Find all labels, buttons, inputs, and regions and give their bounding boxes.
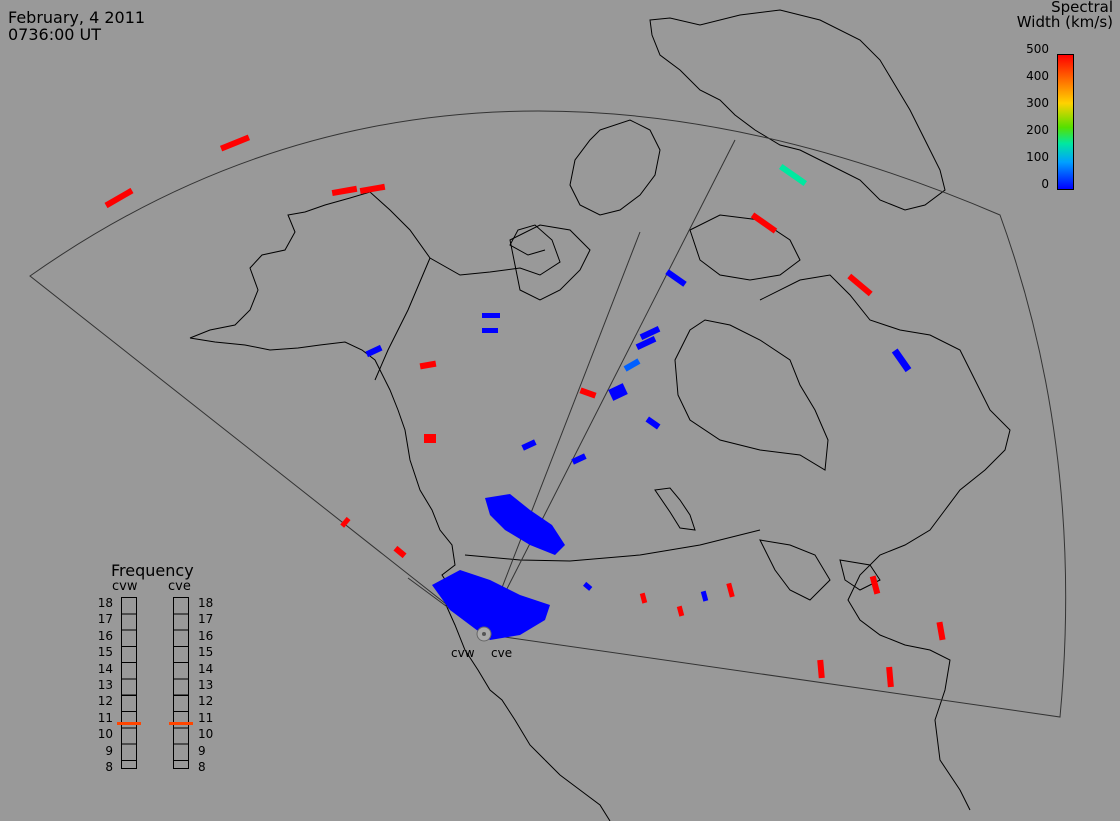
colorbar-title-line1: Spectral <box>1051 0 1113 16</box>
echo-cell <box>419 360 437 370</box>
echo-cell <box>331 185 358 197</box>
echo-cluster-alberta <box>485 494 565 555</box>
echo-cell <box>936 621 946 641</box>
echo-cell <box>219 134 251 152</box>
echo-cell <box>700 590 709 602</box>
frequency-tick: 13 <box>198 678 214 692</box>
frequency-tick: 10 <box>97 727 113 742</box>
echo-cell <box>365 344 383 358</box>
frequency-tick: 12 <box>97 694 113 709</box>
coastline-lake-winnipeg <box>654 487 696 531</box>
echo-cell <box>623 358 641 372</box>
echo-cell <box>104 187 134 209</box>
fov-beam-boundary-2 <box>483 139 736 635</box>
frequency-marker-cvw <box>117 721 141 725</box>
frequency-scale-cve <box>173 597 189 769</box>
frequency-label-cvw: cvw <box>112 579 138 594</box>
frequency-tick: 15 <box>198 645 214 660</box>
echo-cell <box>521 439 537 451</box>
colorbar-tick: 200 <box>1026 123 1049 137</box>
echo-cell <box>608 383 628 401</box>
colorbar-tick: 0 <box>1041 177 1049 191</box>
echo-cell <box>635 336 657 350</box>
time-label: 0736:00 UT <box>8 25 102 44</box>
colorbar-tick: 300 <box>1026 96 1049 110</box>
echo-cell <box>571 453 587 465</box>
echo-cell <box>645 416 661 430</box>
coastline-east-canada <box>759 274 1011 811</box>
frequency-tick: 17 <box>198 612 214 627</box>
frequency-tick: 14 <box>198 661 214 676</box>
colorbar-tick: 400 <box>1026 69 1049 83</box>
colorbar-title: Spectral Width (km/s) <box>1017 0 1113 30</box>
coastline-arctic-islands <box>569 119 661 216</box>
radar-label-cvw: cvw <box>451 646 475 660</box>
frequency-tick: 11 <box>97 710 113 725</box>
border-alaska-canada <box>374 257 431 381</box>
frequency-tick: 11 <box>198 710 214 725</box>
frequency-scale-cvw <box>121 597 137 769</box>
frequency-tick: 14 <box>97 661 113 676</box>
coastline-greenland <box>649 9 946 211</box>
echo-cell <box>817 659 825 679</box>
frequency-tick: 17 <box>97 612 113 627</box>
frequency-tick: 13 <box>97 678 113 692</box>
coastline-alaska <box>189 191 561 339</box>
spectral-width-cells <box>104 134 946 688</box>
coastline-baffin-island <box>689 214 801 281</box>
colorbar-gradient <box>1057 54 1074 190</box>
echo-cell <box>424 434 436 443</box>
fov-beam-boundary-1 <box>483 231 641 635</box>
frequency-tick: 8 <box>198 760 206 774</box>
echo-cell <box>482 328 498 333</box>
echo-cell <box>340 516 351 528</box>
echo-cell <box>665 269 687 287</box>
frequency-tick: 9 <box>105 743 113 758</box>
frequency-tick: 16 <box>97 628 113 643</box>
coastline-alaska-south <box>189 337 546 761</box>
echo-cell <box>639 326 661 340</box>
echo-cell <box>579 387 597 399</box>
echo-cell <box>750 212 778 234</box>
frequency-tick: 16 <box>198 628 214 643</box>
frequency-tick: 18 <box>198 596 214 610</box>
echo-cell <box>393 545 407 559</box>
frequency-tick: 8 <box>105 760 113 774</box>
radar-label-cve: cve <box>491 646 513 660</box>
echo-cell <box>869 575 881 595</box>
frequency-tick: 10 <box>198 727 214 742</box>
frequency-tick: 18 <box>97 596 113 610</box>
echo-cluster-near-radar <box>432 570 550 640</box>
echo-cell <box>847 273 873 297</box>
frequency-tick: 12 <box>198 694 214 709</box>
map-header: February, 4 2011 0736:00 UT <box>8 9 145 43</box>
frequency-tick: 9 <box>198 743 206 758</box>
echo-cell <box>482 313 500 318</box>
echo-cell <box>583 581 593 591</box>
echo-cell <box>891 348 912 373</box>
coastline-arctic-islands-2 <box>509 224 591 301</box>
colorbar-tick: 500 <box>1026 42 1049 56</box>
coastline-hudson-bay <box>674 319 829 471</box>
coastline-great-lakes <box>759 539 881 601</box>
radar-field-of-view <box>29 110 1067 718</box>
radar-site-center <box>482 632 486 636</box>
echo-cell <box>778 163 808 187</box>
frequency-tick: 15 <box>97 645 113 660</box>
frequency-label-cve: cve <box>168 579 191 594</box>
echo-cell <box>726 582 735 598</box>
border-canada-us-west <box>464 529 761 562</box>
frequency-title: Frequency <box>111 561 194 580</box>
echo-cell <box>886 666 894 688</box>
echo-cell <box>676 605 685 617</box>
date-label: February, 4 2011 <box>8 8 146 27</box>
echo-cell <box>639 592 648 604</box>
coastline-west-us <box>544 759 611 821</box>
colorbar-tick: 100 <box>1026 150 1049 164</box>
echo-cell <box>359 183 386 195</box>
colorbar-title-line2: Width (km/s) <box>1016 13 1113 31</box>
frequency-marker-cve <box>169 721 193 725</box>
